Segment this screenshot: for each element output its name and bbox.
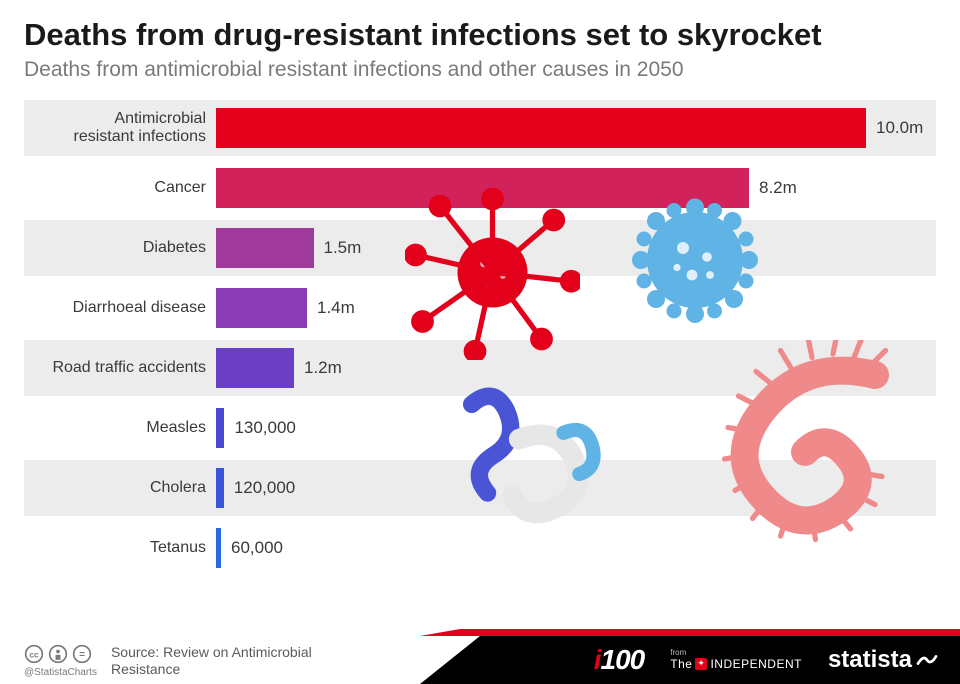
chart-row: Cancer 8.2m xyxy=(24,160,936,216)
bar xyxy=(216,288,307,328)
statista-logo: statista xyxy=(828,646,938,674)
bar-value: 8.2m xyxy=(759,178,797,198)
independent-logo: from The ✦INDEPENDENT xyxy=(670,649,802,671)
chart-row: Tetanus 60,000 xyxy=(24,520,936,576)
bar-value: 120,000 xyxy=(234,478,295,498)
footer: cc = @StatistaCharts Source: Review on A… xyxy=(0,620,960,684)
statista-handle: @StatistaCharts xyxy=(24,667,97,678)
bar xyxy=(216,468,224,508)
bar-value: 130,000 xyxy=(234,418,295,438)
bar-chart: Antimicrobialresistant infections 10.0m Ca… xyxy=(24,100,936,576)
chart-row: Measles 130,000 xyxy=(24,400,936,456)
i100-logo: i100 xyxy=(594,644,645,676)
bar xyxy=(216,348,294,388)
chart-row: Cholera 120,000 xyxy=(24,460,936,516)
bar xyxy=(216,168,749,208)
bar-value: 1.2m xyxy=(304,358,342,378)
svg-text:cc: cc xyxy=(29,649,39,659)
bar-label: Measles xyxy=(24,419,216,437)
bar-label: Cholera xyxy=(24,479,216,497)
chart-subtitle: Deaths from antimicrobial resistant infe… xyxy=(24,58,936,82)
bar-label: Tetanus xyxy=(24,539,216,557)
bar-value: 1.4m xyxy=(317,298,355,318)
bar xyxy=(216,228,314,268)
bar-value: 60,000 xyxy=(231,538,283,558)
chart-row: Diarrhoeal disease 1.4m xyxy=(24,280,936,336)
bar-label: Antimicrobialresistant infections xyxy=(24,110,216,147)
source-text: Source: Review on AntimicrobialResistanc… xyxy=(111,644,312,678)
bar xyxy=(216,408,224,448)
bar-value: 1.5m xyxy=(324,238,362,258)
bar xyxy=(216,528,221,568)
footer-red-stripe xyxy=(460,629,960,636)
chart-row: Antimicrobialresistant infections 10.0m xyxy=(24,100,936,156)
svg-text:=: = xyxy=(79,649,85,660)
chart-row: Road traffic accidents 1.2m xyxy=(24,340,936,396)
bar-label: Diarrhoeal disease xyxy=(24,299,216,317)
bar-value: 10.0m xyxy=(876,118,923,138)
chart-row: Diabetes 1.5m xyxy=(24,220,936,276)
chart-title: Deaths from drug-resistant infections se… xyxy=(24,18,936,52)
bar-label: Cancer xyxy=(24,179,216,197)
bar-label: Road traffic accidents xyxy=(24,359,216,377)
bar-label: Diabetes xyxy=(24,239,216,257)
cc-license-icons: cc = xyxy=(24,644,97,664)
bar xyxy=(216,108,866,148)
